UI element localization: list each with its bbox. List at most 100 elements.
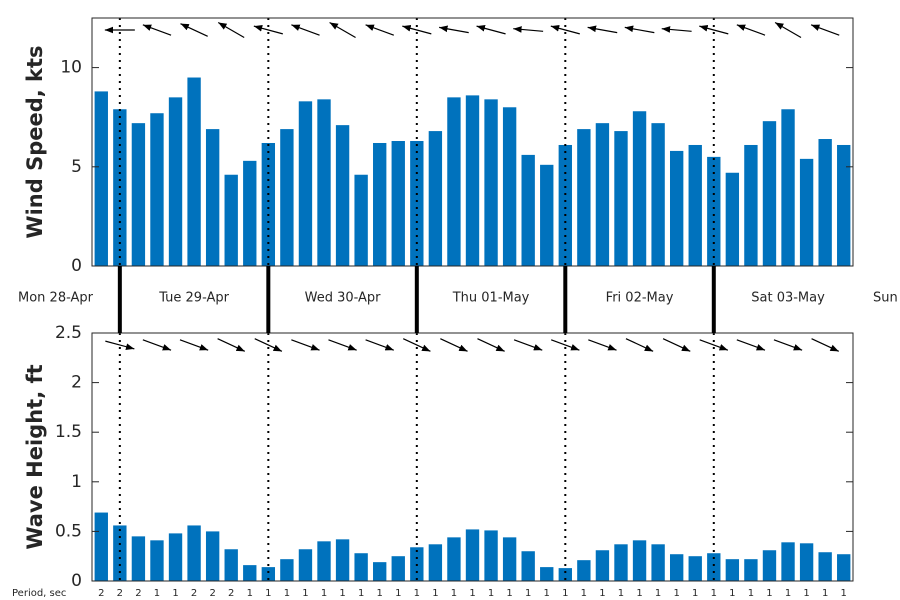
period-value: 1 <box>562 588 568 599</box>
period-value: 1 <box>284 588 290 599</box>
period-value: 2 <box>98 588 104 599</box>
period-value: 1 <box>673 588 679 599</box>
period-value: 1 <box>544 588 550 599</box>
direction-arrow <box>105 340 135 350</box>
direction-arrow <box>736 24 766 36</box>
period-value: 1 <box>599 588 605 599</box>
bar <box>428 131 443 266</box>
y-tick-label: 0 <box>71 256 82 276</box>
bar <box>150 113 164 267</box>
bar <box>540 164 554 266</box>
bar <box>187 525 201 581</box>
bar <box>391 556 405 581</box>
bar <box>317 541 331 581</box>
bar <box>762 121 777 266</box>
period-value: 1 <box>154 588 160 599</box>
direction-arrow <box>328 339 357 351</box>
bar <box>707 553 721 581</box>
direction-arrow <box>513 26 544 33</box>
bar <box>762 550 777 581</box>
bar <box>261 567 276 581</box>
bar <box>707 156 721 266</box>
direction-arrow <box>439 25 469 34</box>
day-label: Fri 02-May <box>606 291 674 306</box>
period-value: 1 <box>488 588 494 599</box>
bar <box>651 544 665 581</box>
bar <box>335 539 350 581</box>
direction-arrow <box>699 25 729 35</box>
period-value: 1 <box>247 588 253 599</box>
bar <box>317 99 331 267</box>
bar <box>131 536 146 581</box>
direction-arrow <box>736 339 766 351</box>
direction-arrow <box>179 339 209 351</box>
direction-arrow <box>142 24 172 36</box>
period-value: 1 <box>581 588 587 599</box>
period-value: 1 <box>451 588 457 599</box>
direction-arrow <box>142 339 172 351</box>
bar <box>818 552 832 581</box>
period-value: 1 <box>655 588 661 599</box>
direction-arrow <box>774 21 802 39</box>
direction-arrow <box>625 338 654 352</box>
bar <box>224 174 238 266</box>
bar <box>651 123 665 266</box>
direction-arrow <box>253 25 283 35</box>
bar <box>465 529 480 581</box>
bar <box>595 550 610 581</box>
direction-arrow <box>402 338 431 352</box>
direction-arrow <box>662 338 691 352</box>
period-value: 1 <box>841 588 847 599</box>
plot-frame <box>91 332 854 582</box>
direction-arrow <box>587 25 618 34</box>
direction-arrow <box>476 25 506 35</box>
period-value: 1 <box>711 588 717 599</box>
direction-arrow <box>217 21 245 39</box>
bar <box>595 123 610 266</box>
period-value: 1 <box>748 588 754 599</box>
bar <box>577 129 591 266</box>
bar <box>502 107 517 266</box>
period-value: 1 <box>506 588 512 599</box>
bar <box>521 154 535 266</box>
bar <box>669 150 684 266</box>
bar <box>837 144 851 266</box>
period-value: 2 <box>117 588 123 599</box>
period-value: 1 <box>265 588 271 599</box>
bar <box>521 551 535 581</box>
period-label: Period, sec <box>12 588 66 599</box>
bar <box>261 142 276 266</box>
bar <box>298 101 313 266</box>
bar <box>725 172 740 266</box>
y-tick-label: 0 <box>71 571 82 591</box>
period-value: 1 <box>395 588 401 599</box>
bar <box>410 141 424 266</box>
bar <box>280 129 294 266</box>
bar <box>354 553 368 581</box>
day-label: Thu 01-May <box>452 291 530 306</box>
day-label: Mon 28-Apr <box>18 291 94 306</box>
period-value: 1 <box>377 588 383 599</box>
bar <box>391 141 405 266</box>
bar <box>354 174 368 266</box>
bar <box>224 549 238 581</box>
bar <box>168 97 183 266</box>
period-value: 2 <box>135 588 141 599</box>
period-value: 1 <box>692 588 698 599</box>
period-value: 1 <box>636 588 642 599</box>
bar <box>484 530 498 581</box>
bar <box>205 531 220 581</box>
direction-arrow <box>291 24 320 36</box>
bar <box>781 109 795 266</box>
direction-arrow <box>513 339 543 351</box>
bar <box>540 567 554 581</box>
direction-arrow <box>217 338 246 352</box>
period-value: 1 <box>358 588 364 599</box>
bar <box>632 111 647 266</box>
period-value: 1 <box>618 588 624 599</box>
direction-arrow <box>440 338 468 352</box>
bar <box>484 99 498 267</box>
day-label: Wed 30-Apr <box>305 291 382 306</box>
direction-arrow <box>699 339 729 351</box>
